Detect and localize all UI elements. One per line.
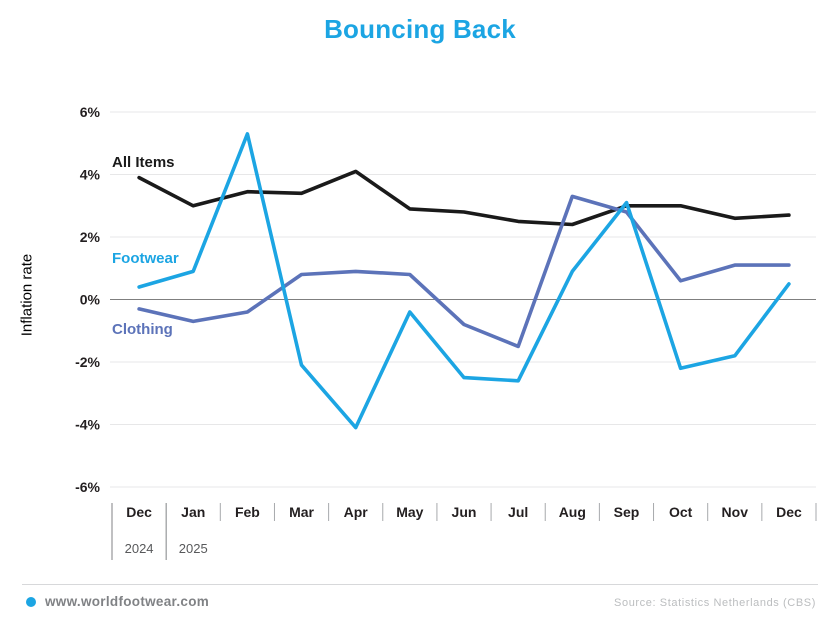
month-label-11: Nov [722,504,749,520]
ytick-label-4: 4% [80,167,101,183]
month-label-10: Oct [669,504,693,520]
month-label-6: Jun [452,504,477,520]
month-label-5: May [396,504,423,520]
chart-title: Bouncing Back [324,14,516,44]
ytick-label-0: 0% [80,292,101,308]
month-label-4: Apr [344,504,369,520]
month-label-3: Mar [289,504,314,520]
series-line-clothing [137,194,791,349]
series-line-all-items [137,169,791,227]
source-credit: Source: Statistics Netherlands (CBS) [614,597,816,609]
series-label-all-items: All Items [112,154,175,171]
ytick-label--2: -2% [75,354,100,370]
ytick-label--4: -4% [75,417,100,433]
footer-divider [22,584,818,585]
series-label-clothing: Clothing [112,321,173,338]
bullet-dot-icon [26,596,36,607]
year-label-2024: 2024 [125,541,154,556]
website-link[interactable]: www.worldfootwear.com [26,594,209,609]
series-label-footwear: Footwear [112,250,179,267]
year-label-2025: 2025 [179,541,208,556]
ytick-label--6: -6% [75,479,100,495]
month-label-8: Aug [559,504,586,520]
website-text: www.worldfootwear.com [45,594,210,609]
month-label-7: Jul [508,504,528,520]
month-label-12: Dec [776,504,802,520]
month-label-2: Feb [235,504,260,520]
month-label-9: Sep [614,504,640,520]
series-line-footwear [137,132,791,430]
month-label-0: Dec [126,504,152,520]
ytick-label-2: 2% [80,229,101,245]
month-label-1: Jan [181,504,205,520]
ytick-label-6: 6% [80,104,101,120]
